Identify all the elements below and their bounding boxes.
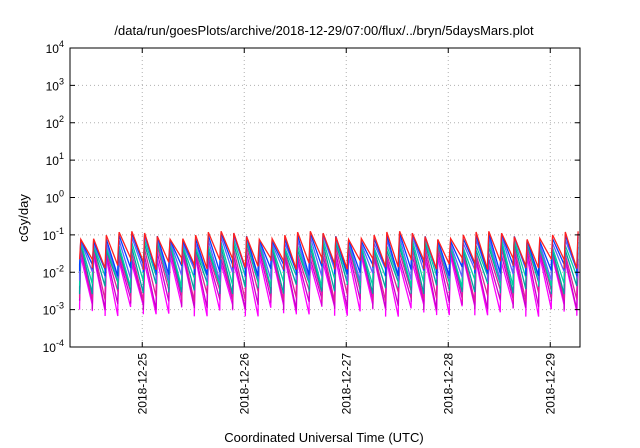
series-line xyxy=(78,231,579,270)
x-axis-label: Coordinated Universal Time (UTC) xyxy=(224,430,423,445)
y-tick-label: 100 xyxy=(46,189,64,206)
chart-title: /data/run/goesPlots/archive/2018-12-29/0… xyxy=(114,23,534,38)
x-axis: 2018-12-25 2018-12-26 2018-12-27 2018-12-28… xyxy=(135,48,557,414)
x-tick-label: 2018-12-27 xyxy=(339,353,353,415)
y-tick-label: 104 xyxy=(46,39,64,56)
x-tick-label: 2018-12-28 xyxy=(441,353,455,415)
y-tick-label: 10-1 xyxy=(43,226,64,243)
grid xyxy=(70,48,580,347)
y-axis: 10-4 10-3 10-2 10-1 100 101 102 103 104 xyxy=(43,39,580,355)
y-tick-label: 101 xyxy=(46,151,64,168)
y-tick-label: 103 xyxy=(46,76,64,93)
series-line xyxy=(78,246,579,302)
x-tick-label: 2018-12-29 xyxy=(543,353,557,415)
y-tick-label: 10-4 xyxy=(43,338,64,355)
y-axis-label: cGy/day xyxy=(16,194,31,242)
y-tick-label: 102 xyxy=(46,114,64,131)
series-group xyxy=(78,231,579,317)
x-tick-label: 2018-12-26 xyxy=(237,353,251,415)
y-tick-label: 10-3 xyxy=(43,301,64,318)
x-tick-label: 2018-12-25 xyxy=(135,353,149,415)
y-tick-label: 10-2 xyxy=(43,263,64,280)
